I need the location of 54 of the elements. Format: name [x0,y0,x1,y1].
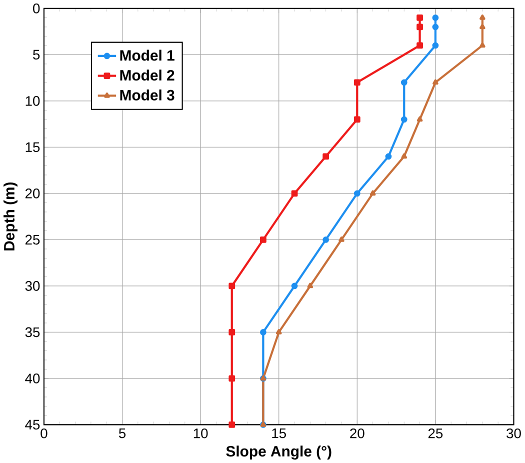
y-tick-label: 45 [25,420,40,430]
y-tick-label: 10 [26,96,40,106]
point [385,153,392,160]
point [354,79,360,86]
x-tick-label: 5 [118,428,126,438]
x-tick-label: 25 [428,428,443,438]
y-tick-label: 35 [25,327,40,338]
point [432,24,439,30]
point [432,79,438,85]
point [416,116,423,122]
x-tick-label: 10 [194,428,208,438]
point [400,116,408,123]
point [370,190,376,196]
point [291,282,298,290]
legend-label: Model 3 [120,89,174,100]
x-tick-label: 0 [40,428,48,438]
y-tick-label: 25 [25,234,40,245]
point [307,282,314,288]
point [354,190,360,197]
point [228,328,236,336]
point [338,236,344,242]
point [432,42,439,49]
point [354,116,360,123]
legend-label: Model 2 [120,70,174,81]
legend-label: Model 1 [120,50,174,61]
point [480,42,486,48]
point [322,153,330,160]
point [432,14,439,21]
point [416,14,423,21]
x-axis-title: Slope Angle (°) [226,446,332,460]
point [291,190,298,197]
point [228,421,236,428]
y-tick-label: 0 [33,3,40,14]
y-tick-label: 30 [25,280,40,291]
x-tick-label: 20 [350,428,364,438]
y-axis-title: Depth (m) [4,182,18,250]
point [480,14,486,20]
x-tick-label: 15 [272,428,286,438]
point [228,375,236,382]
x-tick-label: 30 [506,428,521,438]
point [400,79,408,86]
y-tick-label: 15 [26,142,40,152]
y-tick-label: 40 [25,373,40,384]
point [260,236,266,243]
point [416,42,423,49]
point [276,328,282,334]
point [260,328,266,336]
point [322,236,330,243]
y-tick-label: 20 [25,188,40,198]
y-tick-label: 5 [33,50,40,60]
point [228,282,236,290]
point [480,24,486,30]
point [416,24,423,30]
point [401,153,408,159]
